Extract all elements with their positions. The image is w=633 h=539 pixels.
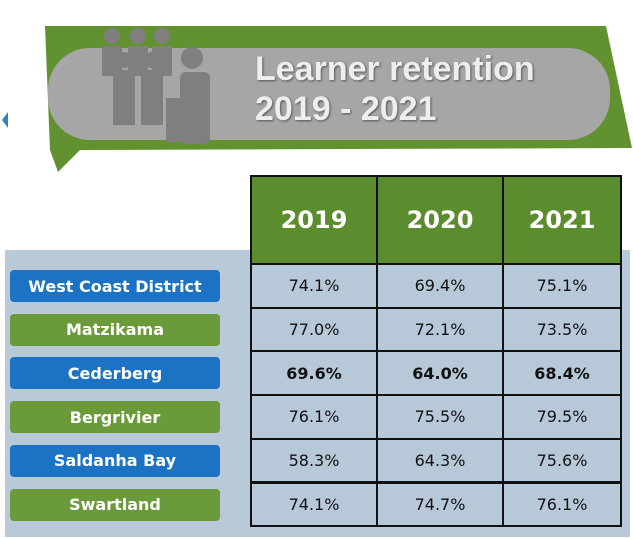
value-cell: 72.1% [376, 306, 504, 353]
value-cell: 64.3% [376, 437, 504, 484]
row-label: Cederberg [10, 357, 220, 390]
column-header: 2021 [502, 175, 622, 265]
column-header: 2020 [376, 175, 504, 265]
value-cell: 77.0% [250, 306, 378, 353]
row-label: Saldanha Bay [10, 444, 220, 477]
value-cell: 76.1% [502, 481, 622, 528]
value-cell: 76.1% [250, 394, 378, 440]
value-cell: 68.4% [502, 350, 622, 397]
people-icon [102, 28, 210, 144]
value-cell: 74.7% [376, 481, 504, 528]
value-cell: 74.1% [250, 481, 378, 528]
value-cell: 75.6% [502, 437, 622, 484]
row-label: Swartland [10, 488, 220, 521]
title-line: 2019 - 2021 [255, 90, 437, 128]
row-label: West Coast District [10, 270, 220, 302]
value-cell: 69.6% [250, 350, 378, 397]
value-cell: 69.4% [376, 263, 504, 309]
value-cell: 75.1% [502, 263, 622, 309]
title-line: Learner retention [255, 50, 535, 88]
value-cell: 73.5% [502, 306, 622, 353]
value-cell: 64.0% [376, 350, 504, 397]
value-cell: 74.1% [250, 263, 378, 309]
row-label: Bergrivier [10, 401, 220, 434]
column-header: 2019 [250, 175, 378, 265]
row-label: Matzikama [10, 313, 220, 346]
value-cell: 79.5% [502, 394, 622, 440]
value-cell: 75.5% [376, 394, 504, 440]
arrow-mark [2, 112, 8, 128]
value-cell: 58.3% [250, 437, 378, 484]
